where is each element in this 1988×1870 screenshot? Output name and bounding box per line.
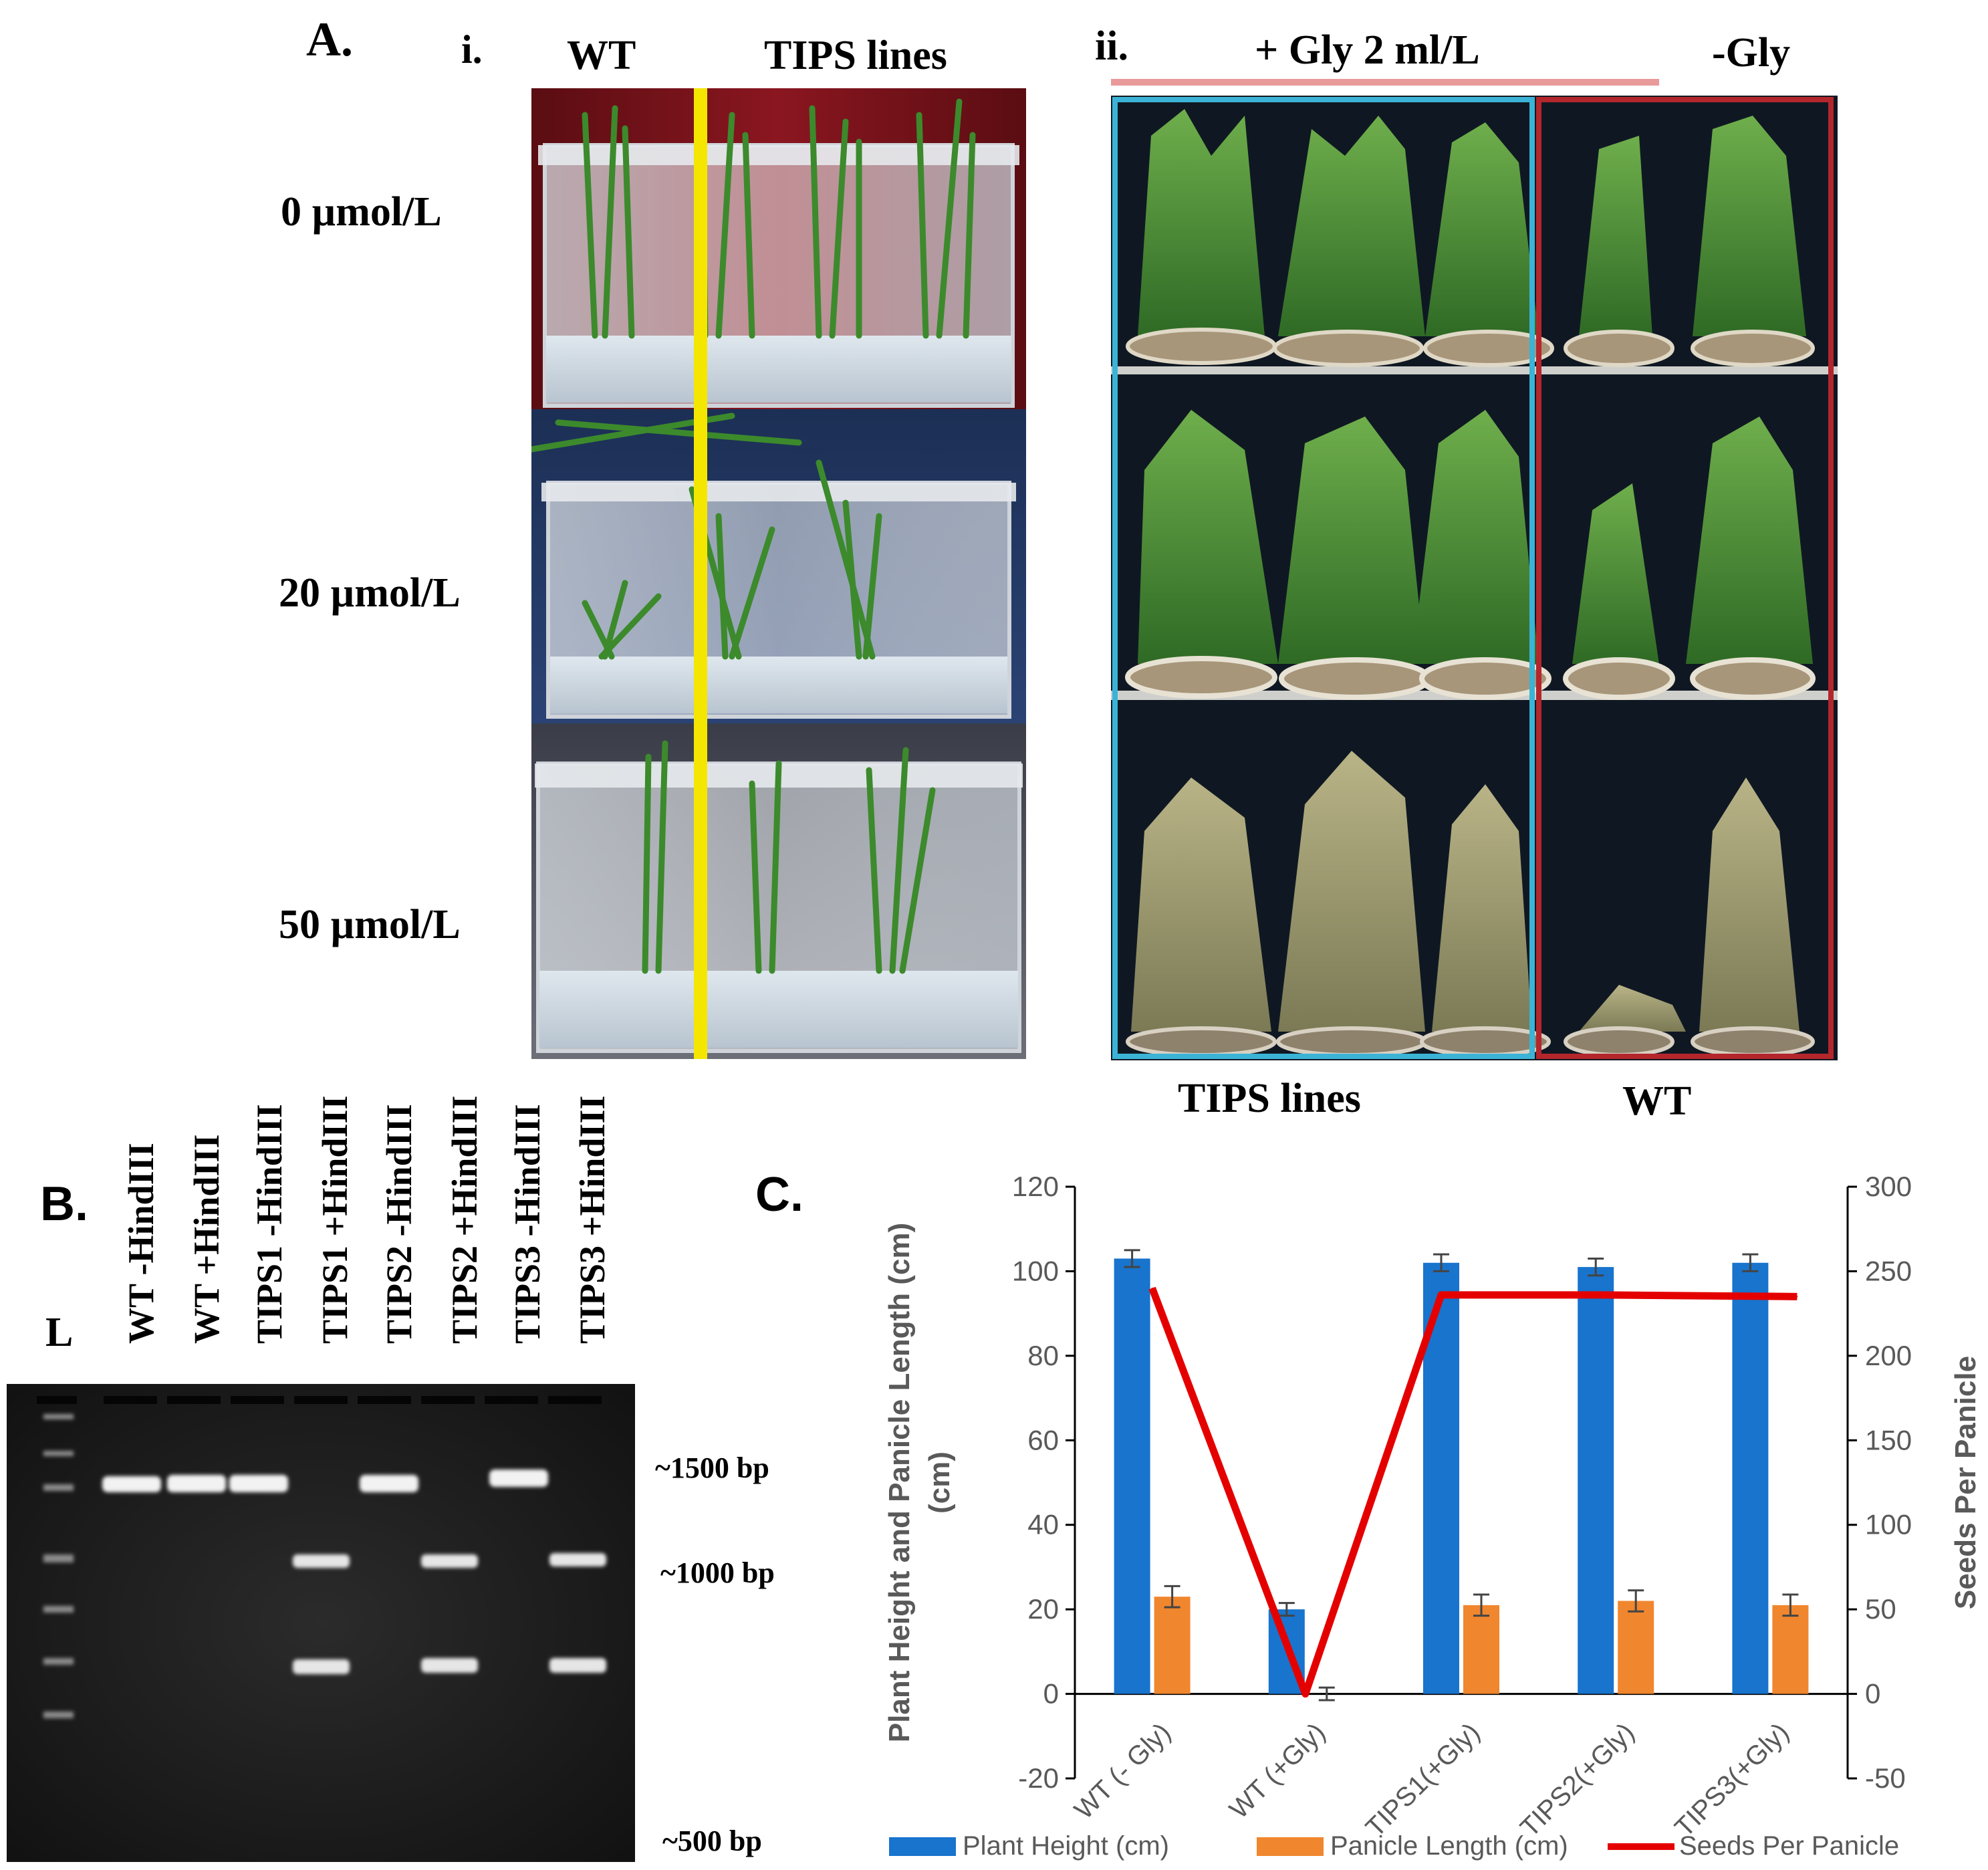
panel-c-label: C. (755, 1168, 803, 1221)
potted-rice-plants-photo (1111, 96, 1838, 1060)
legend-swatch-plant-height (889, 1837, 956, 1856)
y2-tick-label: -50 (1865, 1762, 1906, 1794)
y-tick-label: 80 (1027, 1340, 1059, 1371)
y2-tick-label: 50 (1865, 1593, 1896, 1625)
lane-label: TIPS1 -HindIII (249, 1104, 289, 1344)
panel-a-i-label: i. (461, 27, 483, 72)
legend-swatch-panicle-length (1257, 1837, 1324, 1856)
concentration-label-50: 50 µmol/L (279, 902, 461, 947)
x-tick-label: WT (- Gly) (1069, 1718, 1176, 1825)
y2-tick-label: 0 (1865, 1678, 1880, 1710)
bar-plant-height (1578, 1267, 1614, 1694)
lane-label: TIPS2 +HindIII (445, 1095, 485, 1344)
treatment-label-no-gly: -Gly (1712, 30, 1791, 76)
bar-panicle-length (1463, 1605, 1499, 1694)
y2-tick-label: 250 (1865, 1255, 1912, 1286)
y-tick-label: -20 (1018, 1762, 1059, 1794)
x-tick-label: TIPS3(+Gly) (1669, 1718, 1794, 1843)
y-tick-label: 40 (1027, 1509, 1059, 1540)
bar-plant-height (1732, 1262, 1769, 1694)
marker-label-1000: ~1000 bp (660, 1556, 775, 1589)
y2-tick-label: 100 (1865, 1509, 1912, 1540)
y-tick-label: 120 (1012, 1171, 1059, 1202)
concentration-label-20: 20 µmol/L (279, 570, 461, 616)
x-tick-label: TIPS2(+Gly) (1515, 1718, 1640, 1843)
lane-label: WT +HindIII (187, 1134, 227, 1344)
growth-chart: -20 0 20 40 60 80 100 120 -50 0 50 100 150 200 250 300 P… (883, 1171, 1982, 1861)
panel-a-label: A. (306, 13, 353, 66)
legend-label-panicle-length: Panicle Length (cm) (1330, 1831, 1568, 1861)
legend-label-seeds: Seeds Per Panicle (1679, 1831, 1899, 1861)
point-seeds-per-panicle (1304, 1693, 1306, 1695)
concentration-label-0: 0 µmol/L (281, 189, 442, 235)
bar-panicle-length (1618, 1601, 1654, 1694)
point-seeds-per-panicle (1796, 1296, 1798, 1298)
point-seeds-per-panicle (1595, 1294, 1597, 1296)
lane-label: TIPS3 -HindIII (507, 1104, 547, 1344)
point-seeds-per-panicle (1441, 1294, 1442, 1296)
panel-b-label: B. (40, 1177, 88, 1231)
y2-axis-title: Seeds Per Panicle (1949, 1356, 1982, 1609)
bar-plant-height (1114, 1258, 1150, 1694)
y-tick-label: 60 (1027, 1424, 1059, 1455)
x-tick-label: TIPS1(+Gly) (1360, 1718, 1485, 1843)
hydroponic-seedlings-photo (531, 88, 1026, 1059)
legend-label-plant-height: Plant Height (cm) (963, 1831, 1169, 1861)
y2-tick-label: 150 (1865, 1424, 1912, 1455)
treatment-label-gly: + Gly 2 ml/L (1255, 27, 1480, 73)
lane-label: TIPS1 +HindIII (315, 1095, 355, 1344)
marker-label-500: ~500 bp (662, 1825, 762, 1857)
column-label-tips-lines: TIPS lines (764, 33, 947, 78)
y-axis-title-unit: (cm) (923, 1451, 956, 1514)
column-label-wt: WT (567, 33, 636, 78)
point-seeds-per-panicle (1151, 1287, 1153, 1289)
y-tick-label: 20 (1027, 1593, 1059, 1625)
y-tick-label: 100 (1012, 1255, 1059, 1286)
marker-label-1500: ~1500 bp (655, 1451, 769, 1484)
bar-panicle-length (1154, 1597, 1191, 1694)
y2-tick-label: 300 (1865, 1171, 1912, 1202)
group-label-wt: WT (1622, 1078, 1692, 1124)
bar-panicle-length (1772, 1605, 1809, 1694)
x-tick-label: WT (+Gly) (1224, 1718, 1331, 1825)
group-label-tips-lines: TIPS lines (1178, 1076, 1361, 1121)
lane-label: WT -HindIII (121, 1143, 161, 1344)
y-tick-label: 0 (1043, 1678, 1059, 1710)
ladder-label: L (45, 1310, 74, 1355)
treatment-underline (1111, 79, 1659, 86)
lane-label: TIPS2 -HindIII (379, 1104, 419, 1344)
agarose-gel-image (7, 1384, 635, 1862)
panel-a-ii-label: ii. (1095, 23, 1128, 69)
y2-tick-label: 200 (1865, 1340, 1912, 1371)
y-axis-title: Plant Height and Panicle Length (cm) (883, 1223, 916, 1742)
lane-label: TIPS3 +HindIII (572, 1095, 612, 1344)
